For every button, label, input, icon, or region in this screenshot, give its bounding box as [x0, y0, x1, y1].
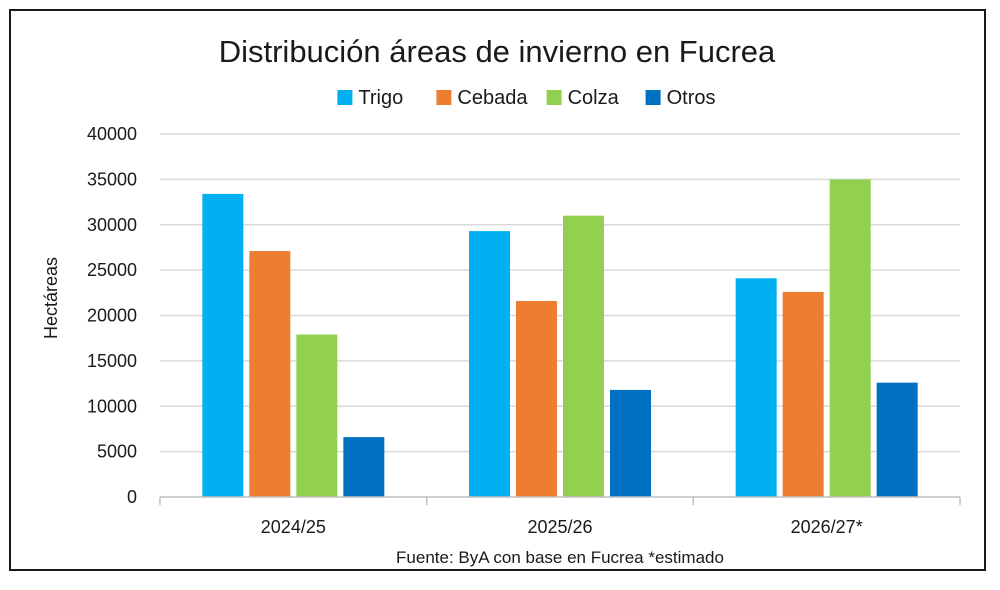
y-tick-label: 40000 — [87, 124, 137, 144]
bar-colza-2 — [829, 179, 871, 497]
bar-cebada-1 — [516, 300, 557, 497]
bar-colza-0 — [296, 334, 338, 497]
y-tick-label: 25000 — [87, 260, 137, 280]
legend-label-trigo: Trigo — [358, 87, 403, 109]
legend-swatch-cebada — [436, 90, 452, 105]
y-tick-label: 10000 — [87, 396, 137, 416]
gridlines — [160, 133, 960, 453]
x-tick-label: 2026/27* — [791, 517, 863, 537]
x-axis: 2024/25 2025/26 2026/27* — [159, 496, 961, 537]
y-tick-label: 20000 — [87, 306, 137, 326]
legend-label-otros: Otros — [667, 87, 716, 109]
y-tick-label: 5000 — [97, 442, 137, 462]
y-tick-label: 15000 — [87, 351, 137, 371]
bar-otros-2 — [876, 382, 918, 497]
y-tick-label: 35000 — [87, 169, 137, 189]
legend-label-cebada: Cebada — [457, 87, 528, 109]
x-tick-label: 2025/26 — [527, 517, 592, 537]
legend-swatch-colza — [546, 90, 562, 105]
bar-trigo-0 — [202, 193, 244, 497]
bar-cebada-0 — [249, 251, 291, 497]
bar-colza-1 — [563, 215, 604, 498]
bar-cebada-2 — [782, 291, 824, 497]
chart-title: Distribución áreas de invierno en Fucrea — [219, 34, 776, 69]
y-tick-label: 0 — [127, 487, 137, 507]
bars — [202, 179, 918, 498]
y-axis-ticks: 0 5000 10000 15000 20000 25000 30000 35000 40000 — [87, 124, 137, 507]
bar-otros-0 — [343, 437, 385, 497]
bar-trigo-1 — [469, 231, 510, 498]
legend-swatch-otros — [645, 90, 661, 105]
y-axis-label: Hectáreas — [41, 257, 61, 339]
source-note: Fuente: ByA con base en Fucrea *estimado — [396, 548, 724, 567]
legend-label-colza: Colza — [568, 87, 620, 109]
bar-otros-1 — [610, 389, 651, 497]
y-tick-label: 30000 — [87, 215, 137, 235]
legend: Trigo Cebada Colza Otros — [337, 87, 716, 109]
x-tick-label: 2024/25 — [261, 517, 326, 537]
bar-trigo-2 — [735, 278, 777, 497]
legend-swatch-trigo — [337, 90, 353, 105]
